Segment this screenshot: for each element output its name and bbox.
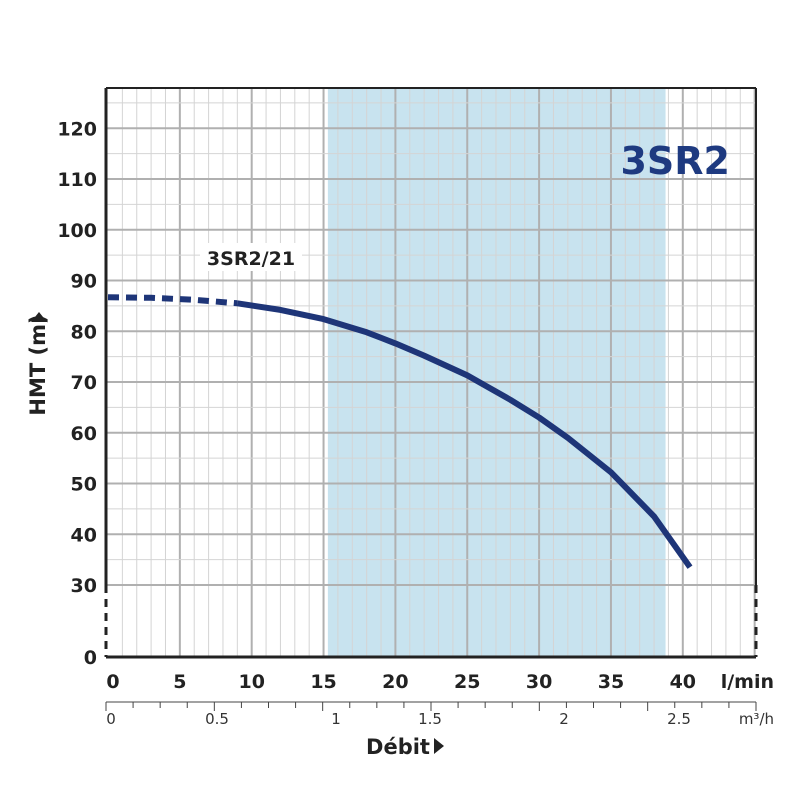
curve-3sr2-21 (236, 300, 693, 569)
x-axis-title: Débit (366, 735, 430, 759)
y-tick-label: 110 (57, 169, 97, 191)
series-label: 3SR2/21 (207, 248, 295, 270)
y-tick-label: 50 (71, 474, 97, 496)
secondary-x-tick-label: 2.5 (667, 710, 691, 728)
x-tick-label: 20 (382, 671, 408, 693)
secondary-x-tick-label: 0.5 (205, 710, 229, 728)
y-tick-label: 0 (84, 647, 97, 669)
x-tick-label: 35 (598, 671, 624, 693)
y-tick-label: 120 (57, 118, 97, 140)
series-label-bg (200, 243, 302, 271)
secondary-x-tick-label: 1 (331, 710, 341, 728)
recommended-range-band (327, 88, 666, 657)
y-tick-label: 100 (57, 220, 97, 242)
y-tick-label: 80 (71, 321, 97, 343)
curve-dashed-segment (107, 294, 238, 307)
x-tick-label: 40 (670, 671, 696, 693)
x-tick-label: 0 (106, 671, 119, 693)
y-tick-label: 70 (71, 372, 97, 394)
x-unit-primary: l/min (721, 671, 774, 693)
secondary-x-tick-label: 0 (106, 710, 116, 728)
x-unit-secondary: m³/h (739, 710, 774, 728)
x-tick-label: 10 (238, 671, 264, 693)
x-tick-label: 25 (454, 671, 480, 693)
x-tick-label: 15 (310, 671, 336, 693)
chart-title: 3SR2 (620, 139, 730, 183)
y-axis-title: HMT (m) (26, 314, 50, 415)
x-tick-label: 30 (526, 671, 552, 693)
secondary-x-tick-label: 1.5 (418, 710, 442, 728)
secondary-x-tick-label: 2 (559, 710, 569, 728)
y-tick-label: 60 (71, 423, 97, 445)
x-axis-arrow-icon (434, 738, 444, 754)
y-tick-label: 40 (71, 524, 97, 546)
y-axis-arrow-icon (31, 312, 47, 322)
y-tick-label: 30 (71, 575, 97, 597)
y-tick-label: 90 (71, 271, 97, 293)
x-tick-label: 5 (173, 671, 186, 693)
